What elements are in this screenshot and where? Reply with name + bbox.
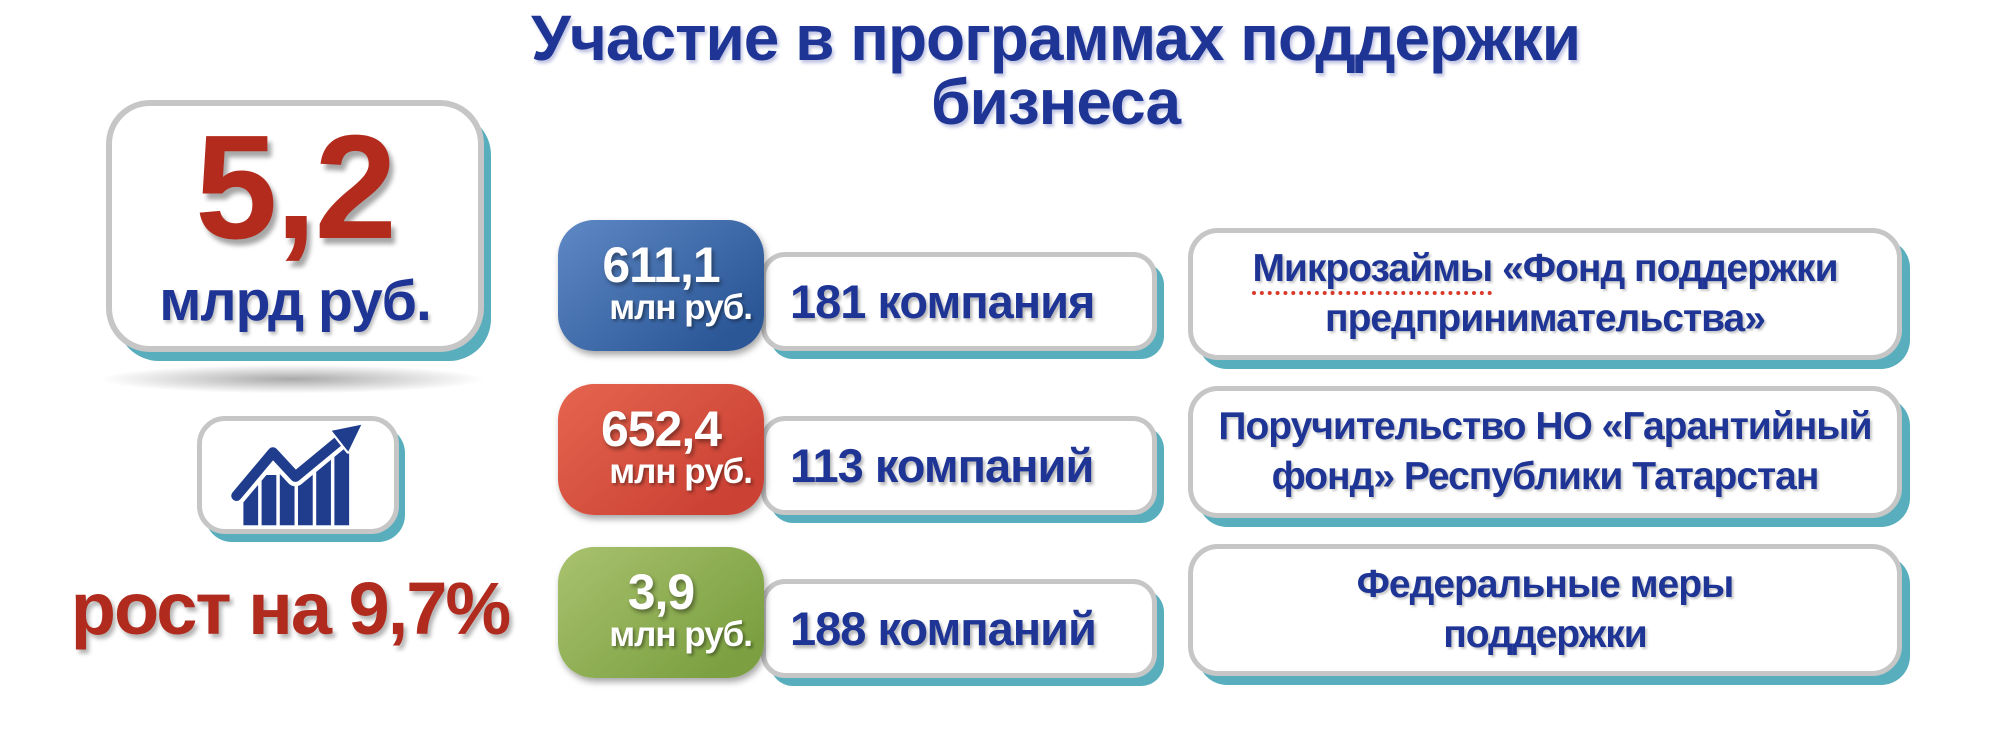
spellcheck-marked-word: Микрозаймы — [1252, 247, 1493, 296]
growth-icon-card — [197, 416, 399, 534]
total-amount-card: 5,2 млрд руб. — [106, 100, 484, 352]
program-name-card-3: Федеральные меры поддержки — [1188, 544, 1902, 676]
slide-title-line1: Участие в программах поддержки — [530, 2, 1581, 74]
card-drop-shadow — [92, 364, 492, 394]
program-row-2-stats: 113 компаний 652,4 млн руб. — [558, 384, 1160, 516]
companies-count-1: 181 компания — [790, 275, 1095, 328]
total-amount-unit: млрд руб. — [159, 269, 432, 334]
bar-chart-rising-arrow-icon — [226, 423, 364, 526]
program-name-2-line2: фонд» Республики Татарстан — [1271, 455, 1820, 498]
program-row-3-stats: 188 компаний 3,9 млн руб. — [558, 547, 1160, 679]
amount-unit-3: млн руб. — [609, 615, 753, 655]
program-name-card-1: Микрозаймы «Фонд поддержки предпринимате… — [1188, 228, 1902, 360]
amount-badge-red: 652,4 млн руб. — [558, 384, 764, 515]
companies-card-3: 188 компаний — [761, 579, 1157, 678]
amount-badge-blue: 611,1 млн руб. — [558, 220, 764, 351]
growth-percent-label: рост на 9,7% — [70, 567, 511, 650]
amount-unit-2: млн руб. — [609, 452, 753, 492]
program-name-2-line1: Поручительство НО «Гарантийный — [1218, 405, 1872, 449]
amount-value-3: 3,9 — [627, 564, 696, 621]
amount-badge-green: 3,9 млн руб. — [558, 547, 764, 678]
program-name-3-line1: Федеральные меры — [1356, 563, 1735, 607]
amount-value-1: 611,1 — [602, 237, 720, 294]
program-name-1-line1-rest: «Фонд поддержки — [1492, 247, 1838, 291]
amount-unit-1: млн руб. — [609, 288, 753, 328]
slide-title: Участие в программах поддержки бизнеса — [130, 6, 1981, 134]
companies-count-3: 188 компаний — [790, 602, 1097, 655]
slide-title-line2: бизнеса — [930, 66, 1181, 138]
companies-count-2: 113 компаний — [790, 439, 1094, 492]
companies-card-1: 181 компания — [761, 252, 1157, 351]
companies-card-2: 113 компаний — [761, 416, 1157, 515]
program-name-card-2: Поручительство НО «Гарантийный фонд» Рес… — [1188, 386, 1902, 518]
program-name-1-line2: предпринимательства» — [1325, 297, 1766, 340]
program-row-1-stats: 181 компания 611,1 млн руб. — [558, 220, 1160, 352]
program-name-1-line1: Микрозаймы «Фонд поддержки — [1252, 244, 1839, 296]
amount-value-2: 652,4 — [600, 401, 722, 458]
total-amount-value: 5,2 — [195, 104, 397, 270]
program-name-3-line2: поддержки — [1443, 613, 1648, 656]
